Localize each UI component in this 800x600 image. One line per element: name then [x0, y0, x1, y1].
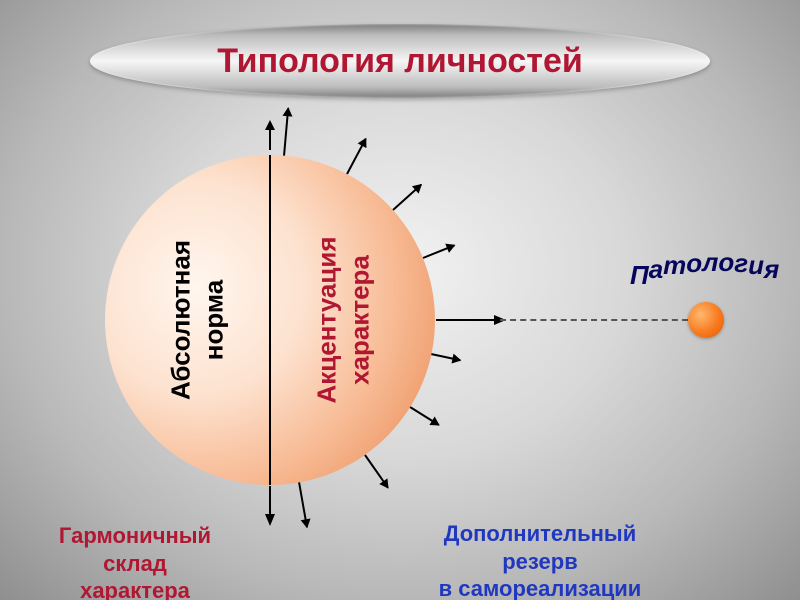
spike-arrow — [298, 482, 308, 528]
caption-left: Гармоничныйскладхарактера — [30, 522, 240, 600]
main-circle: Абсолютнаянорма Акцентуацияхарактера — [105, 155, 435, 485]
axis-arrow-top — [262, 120, 278, 150]
diagram-root: Типология личностей Абсолютнаянорма Акце… — [0, 0, 800, 600]
spike-arrow — [431, 353, 461, 361]
spike-arrow — [283, 108, 289, 156]
circle-right-label: Акцентуацияхарактера — [310, 236, 375, 403]
caption-right: Дополнительныйрезервв самореализации — [410, 520, 670, 600]
horizontal-arrow — [436, 312, 506, 328]
title-pill: Типология личностей — [90, 24, 710, 98]
axis-arrow-bottom — [262, 486, 278, 526]
circle-left-label: Абсолютнаянорма — [165, 240, 230, 400]
pathology-dot — [688, 302, 724, 338]
pathology-label: Патология — [630, 248, 779, 279]
dashed-connector — [500, 319, 688, 321]
title-text: Типология личностей — [217, 42, 583, 81]
circle-fill: Абсолютнаянорма Акцентуацияхарактера — [105, 155, 435, 485]
